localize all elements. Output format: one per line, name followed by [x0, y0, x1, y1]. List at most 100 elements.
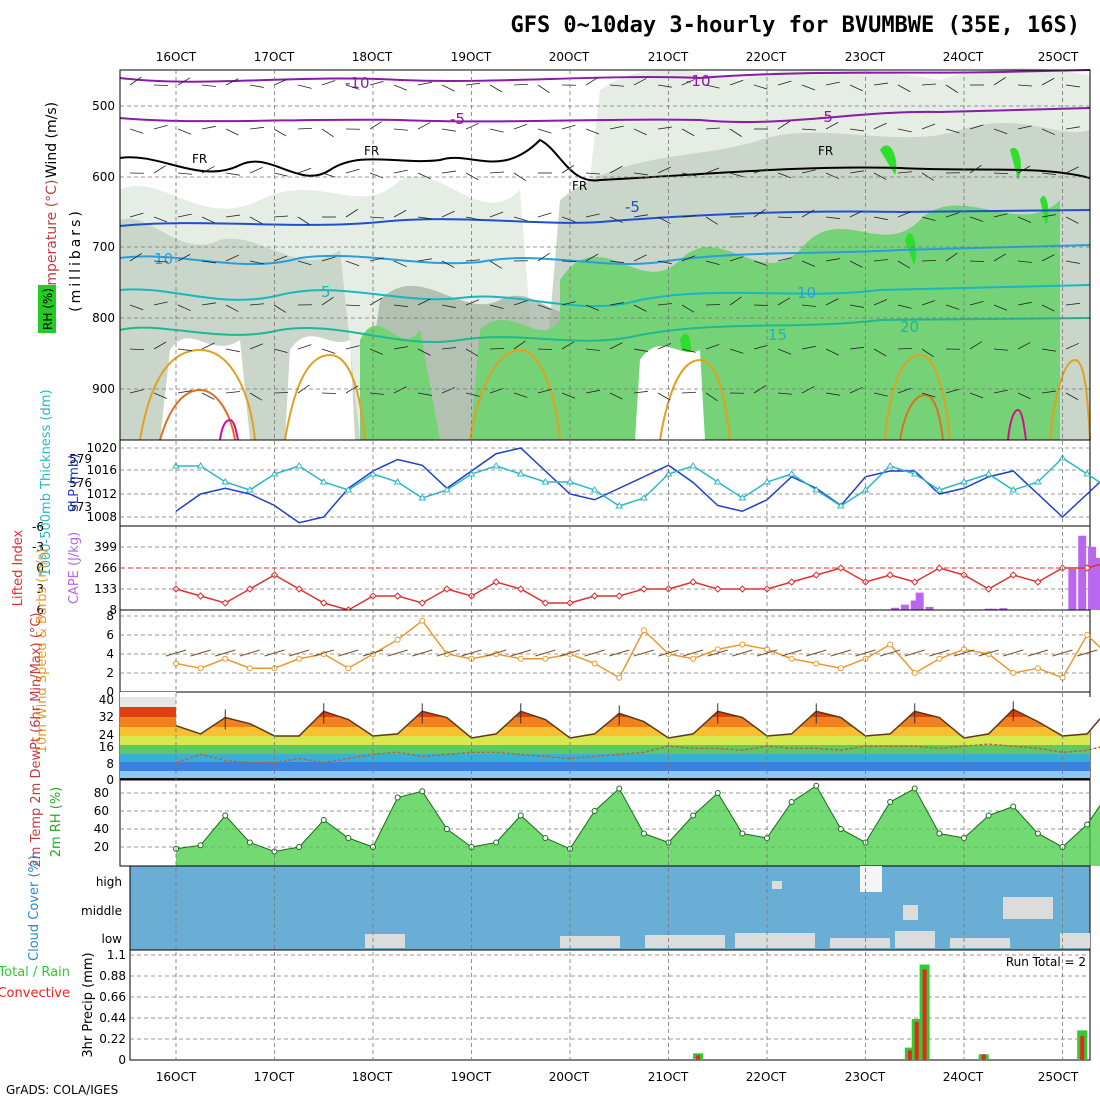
upper-wind-barb [705, 344, 720, 350]
bottom-date-label: 20OCT [549, 1070, 590, 1084]
wind-speed-point [542, 655, 549, 662]
rh-point [813, 782, 820, 789]
rh-fill [176, 785, 1100, 866]
upper-wind-barb [489, 304, 504, 310]
upper-wind-barb [345, 260, 360, 267]
upper-wind-barb [801, 84, 816, 91]
upper-wind-barb [897, 128, 912, 133]
wind-tick: 2 [106, 666, 114, 680]
upper-wind-barb [153, 341, 167, 350]
upper-wind-barb [393, 386, 407, 394]
rh2m-ylabel: 2m RH (%) [49, 787, 64, 858]
upper-wind-barb [585, 213, 600, 218]
wind-speed-point [1034, 665, 1041, 672]
upper-wind-barb [585, 348, 600, 351]
cape-bar [984, 608, 993, 610]
upper-wind-barb [633, 304, 647, 312]
cloud-level-label: high [96, 875, 122, 889]
upper-wind-barb [465, 299, 480, 306]
lifted-index-point [393, 592, 402, 600]
upper-wind-barb [585, 172, 600, 175]
upper-wind-barb [921, 300, 936, 306]
upper-wind-barb [945, 252, 958, 262]
precip-legend-convective: Convective [0, 986, 70, 1001]
wind-barb [313, 649, 334, 657]
upper-yaxis: 500 600 700 800 900 [92, 99, 115, 396]
thickness-point [738, 494, 747, 501]
temp-contour-line [119, 284, 1091, 308]
cape-bar [900, 604, 909, 610]
wind-speed-point [222, 655, 229, 662]
upper-ylabel-temp: Temperature (°C) [44, 180, 60, 302]
upper-wind-barb [969, 216, 984, 222]
thickness-point [541, 478, 550, 485]
upper-wind-barb [1041, 128, 1055, 136]
upper-wind-barb [945, 84, 958, 93]
upper-wind-barb [681, 78, 695, 86]
rh-point [1010, 803, 1017, 810]
upper-wind-barb [225, 214, 240, 218]
upper-wind-barb [873, 122, 887, 130]
upper-wind-barb [825, 392, 840, 396]
upper-wind-barb [489, 260, 503, 269]
upper-wind-barb [465, 392, 480, 397]
slp-tick: 1012 [86, 487, 117, 501]
upper-wind-barb [873, 392, 888, 397]
rh-point [419, 788, 426, 795]
rh-tick: 20 [94, 840, 109, 854]
upper-wind-barb [801, 260, 816, 267]
upper-wind-barb [753, 208, 766, 218]
upper-wind-barb [513, 123, 528, 130]
upper-wind-barb [273, 79, 288, 86]
lifted-index-point [1083, 564, 1091, 572]
wind-speed-point [788, 655, 795, 662]
rh-point [911, 785, 918, 792]
rh-point [591, 808, 598, 814]
upper-wind-barb [825, 348, 839, 356]
temp-mask [120, 692, 176, 697]
wind-barb [682, 649, 704, 657]
rh-point [222, 812, 229, 819]
upper-wind-barb [129, 253, 142, 262]
slp-ylabel: SLP (mb) [67, 454, 82, 513]
upper-wind-barb [705, 167, 720, 174]
wind-barb [485, 649, 507, 657]
lifted-index-point [689, 578, 697, 586]
thickness-point [221, 478, 230, 485]
lifted-cape-panel: -6 -3 0 3 6 399 266 133 8 Lifted Index C… [11, 520, 1100, 617]
thickness-point [295, 462, 304, 469]
rh-shading [120, 68, 1090, 441]
rh-point [394, 794, 401, 801]
upper-wind-barb [345, 345, 360, 350]
wind-barb [633, 649, 655, 657]
upper-wind-barb [897, 171, 912, 174]
upper-wind-barb [177, 77, 191, 86]
upper-wind-barb [177, 253, 191, 262]
upper-wind-barb [489, 84, 503, 93]
upper-wind-barb [657, 84, 672, 88]
lifted-index-point [221, 599, 229, 607]
chart-title: GFS 0~10day 3-hourly for BVUMBWE (35E, 1… [510, 13, 1080, 38]
upper-wind-barb [153, 216, 168, 223]
rh-point [517, 812, 524, 819]
bottom-date-axis: 16OCT 17OCT 18OCT 19OCT 20OCT 21OCT 22OC… [156, 1070, 1079, 1084]
temp-contour-line [119, 317, 1091, 344]
upper-wind-barb [249, 303, 264, 306]
upper-wind-barb [1065, 342, 1079, 350]
wind-barb [781, 649, 802, 657]
upper-wind-barb [561, 341, 575, 350]
contour-labels: -10 -10 -5 -5 FR FR FR FR -5 10 5 10 15 … [154, 72, 919, 344]
rh-point [320, 817, 327, 823]
rh-point [493, 839, 500, 846]
upper-wind-barb [921, 123, 936, 130]
lifted-index-point [320, 599, 328, 607]
wind-speed-point [419, 617, 426, 624]
upper-wind-barb [921, 216, 936, 222]
rh-point [887, 799, 894, 805]
upper-wind-barb [801, 128, 816, 131]
upper-wind-barb [129, 76, 142, 86]
upper-wind-barb [417, 258, 432, 262]
thickness-point [393, 478, 402, 485]
upper-wind-barb [465, 172, 479, 181]
